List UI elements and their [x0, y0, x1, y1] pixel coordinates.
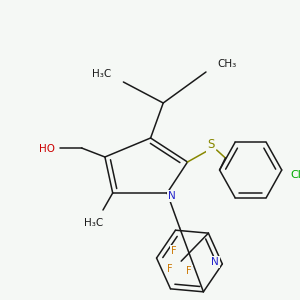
- Text: N: N: [168, 191, 176, 201]
- Text: Cl: Cl: [290, 170, 300, 180]
- Text: F: F: [186, 266, 192, 276]
- Text: H₃C: H₃C: [92, 69, 112, 79]
- Text: F: F: [167, 264, 172, 274]
- Text: H₃C: H₃C: [84, 218, 103, 228]
- Text: N: N: [211, 257, 218, 267]
- Text: F: F: [171, 246, 176, 256]
- Text: S: S: [207, 139, 214, 152]
- Text: HO: HO: [39, 144, 56, 154]
- Text: CH₃: CH₃: [218, 59, 237, 69]
